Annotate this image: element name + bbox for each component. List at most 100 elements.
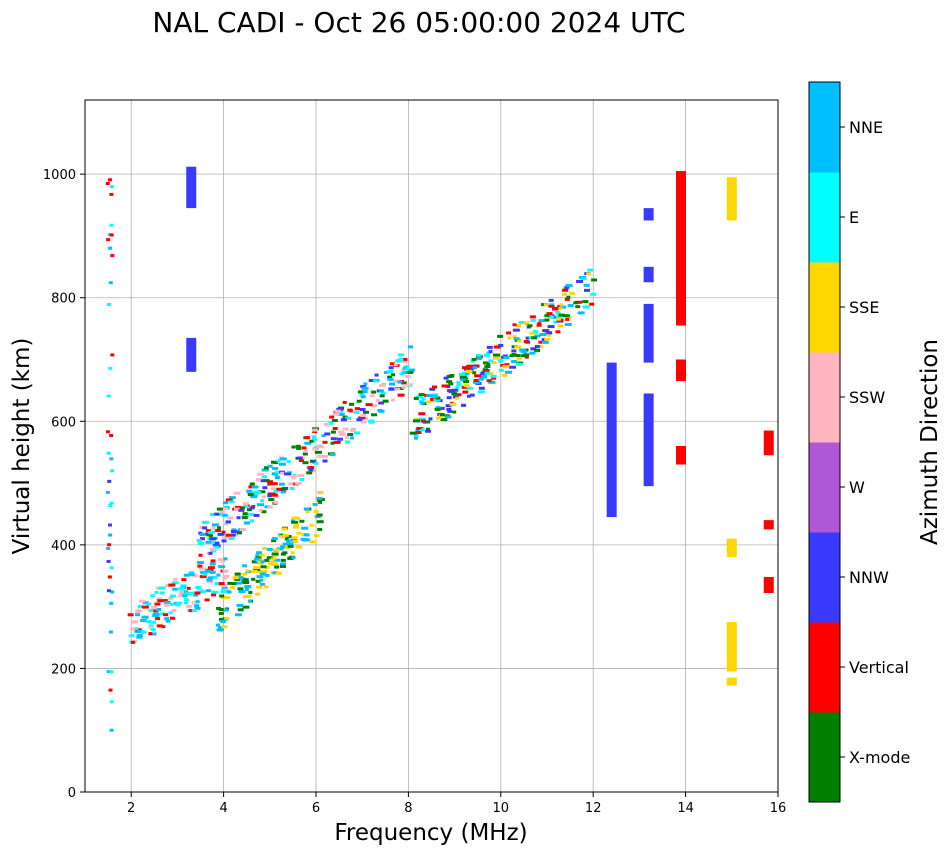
echo-point (564, 297, 570, 301)
echo-point (460, 403, 466, 407)
echo-point (230, 530, 237, 534)
echo-point (312, 430, 318, 434)
echo-point (242, 581, 250, 585)
echo-point (486, 362, 491, 366)
echo-point (236, 516, 241, 520)
echo-point (279, 545, 285, 549)
echo-point (311, 435, 316, 439)
colorbar: X-mode Vertical NNW W SSW SSE E NNE (808, 81, 910, 803)
echo-point (267, 482, 272, 486)
echo-point (218, 617, 224, 621)
echo-point (587, 268, 594, 272)
echo-point (164, 603, 171, 607)
x-tick-label: 10 (493, 801, 510, 816)
echo-point (582, 300, 589, 304)
x-tick-label: 6 (312, 801, 320, 816)
echo-point (196, 538, 202, 542)
echo-point (586, 272, 592, 276)
echo-point (148, 632, 153, 636)
echo-point (227, 516, 234, 520)
echo-column (186, 337, 197, 372)
echo-point (482, 361, 489, 365)
echo-point (428, 417, 433, 421)
echo-point (165, 619, 171, 623)
echo-point (248, 590, 253, 594)
echo-point (564, 322, 572, 326)
colorbar-segment (809, 352, 840, 443)
echo-point (577, 311, 585, 315)
echo-point (273, 558, 281, 562)
echo-point (546, 312, 553, 316)
echo-point (255, 579, 261, 583)
echo-point (217, 558, 224, 562)
echo-point (280, 490, 286, 494)
echo-column (643, 303, 654, 363)
echo-point (316, 520, 324, 524)
echo-point (302, 452, 308, 456)
echo-point (333, 440, 341, 444)
echo-point (198, 553, 203, 557)
echo-point (398, 358, 404, 362)
echo-point (393, 363, 398, 367)
echo-point (317, 527, 323, 531)
echo-point (433, 398, 441, 402)
echo-point (152, 614, 160, 618)
echo-point (543, 329, 549, 333)
colorbar-label: E (849, 208, 859, 227)
echo-column (675, 446, 686, 465)
echo-point (482, 369, 490, 373)
echo-point (500, 363, 505, 367)
echo-point (301, 533, 306, 537)
echo-point (478, 377, 484, 381)
echo-point (538, 319, 545, 323)
echo-point (376, 398, 381, 402)
echo-point (447, 409, 453, 413)
echo-point (425, 429, 432, 433)
echo-point (130, 627, 136, 631)
echo-point (260, 582, 266, 586)
echo-point (413, 396, 419, 400)
echo-point (139, 599, 146, 603)
echo-point (559, 303, 564, 307)
echo-point (218, 565, 226, 569)
echo-point (150, 594, 156, 598)
echo-point (562, 314, 570, 318)
echo-point (362, 410, 369, 414)
echo-point (520, 350, 527, 354)
echo-point (259, 578, 264, 582)
echo-point (296, 446, 302, 450)
echo-point (136, 634, 143, 638)
echo-column (675, 171, 686, 326)
echo-point (222, 576, 228, 580)
y-tick-label: 600 (51, 415, 76, 430)
echo-point (154, 590, 159, 594)
echo-point (250, 495, 258, 499)
echo-point (211, 593, 217, 597)
echo-point (418, 399, 424, 403)
echo-point (308, 468, 314, 472)
echo-point (276, 487, 282, 491)
echo-point (250, 569, 258, 573)
echo-point (169, 594, 176, 598)
echo-column (726, 538, 737, 558)
echo-point (556, 317, 562, 321)
echo-point (449, 373, 455, 377)
data-points (105, 166, 774, 732)
echo-point (582, 305, 590, 309)
echo-point (271, 552, 279, 556)
echo-point (369, 394, 375, 398)
echo-point (242, 605, 250, 609)
echo-point (512, 328, 520, 332)
echo-point (302, 538, 309, 542)
echo-point (272, 548, 280, 552)
echo-point (109, 434, 114, 438)
echo-point (200, 589, 206, 593)
echo-column (763, 576, 774, 594)
echo-point (459, 375, 467, 379)
echo-point (552, 307, 559, 311)
echo-point (220, 589, 227, 593)
echo-point (216, 628, 224, 632)
echo-point (473, 379, 479, 383)
